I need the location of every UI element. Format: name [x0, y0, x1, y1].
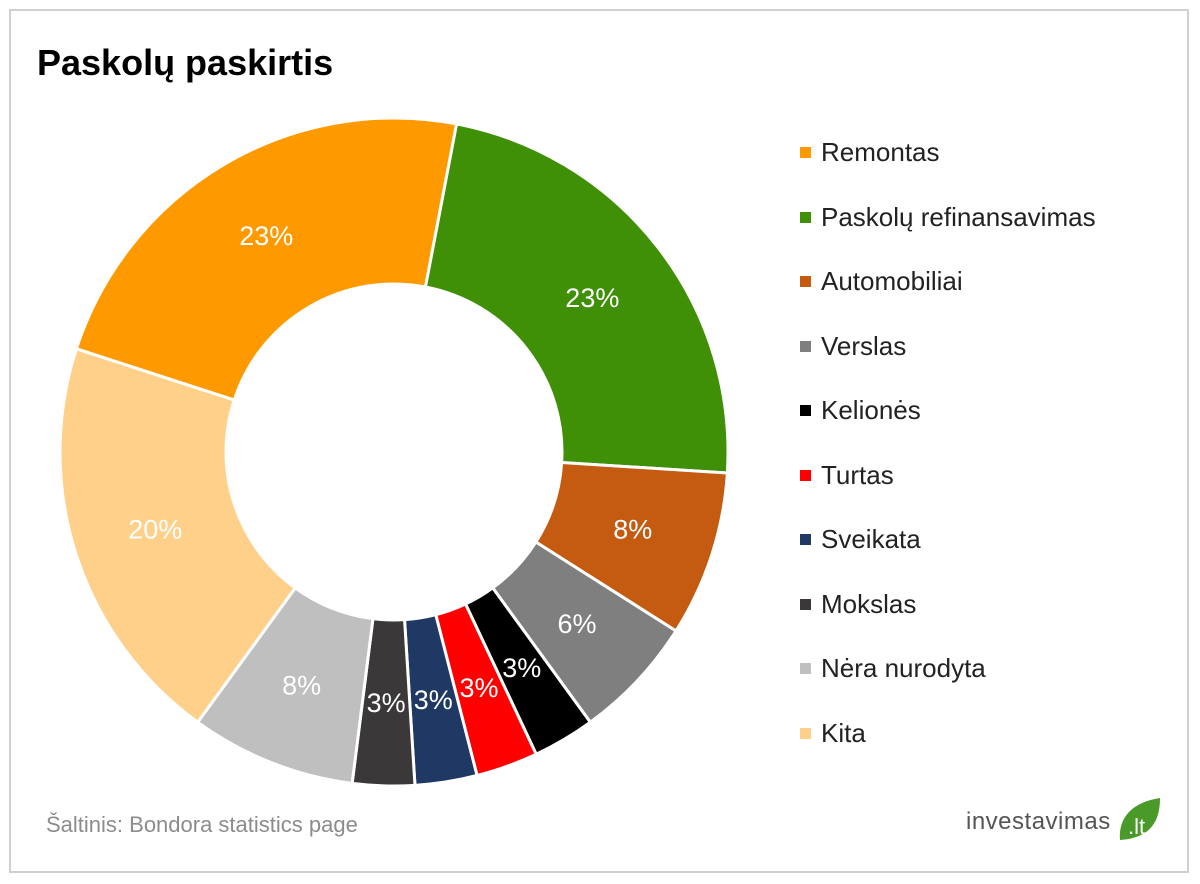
legend-label: Mokslas	[821, 588, 917, 619]
data-label: 20%	[128, 515, 182, 545]
legend-swatch	[800, 405, 811, 416]
slice-remontas	[74, 116, 459, 402]
legend-item: Nėra nurodyta	[800, 650, 1096, 715]
data-label: 3%	[460, 673, 499, 703]
leaf-icon: .lt	[1119, 798, 1160, 840]
legend-swatch	[800, 147, 811, 158]
legend-swatch	[800, 276, 811, 287]
legend-label: Kita	[821, 717, 866, 748]
legend-label: Nėra nurodyta	[821, 653, 986, 683]
source-note: Šaltinis: Bondora statistics page	[46, 812, 358, 837]
legend-item: Paskolų refinansavimas	[800, 199, 1096, 264]
data-label: 23%	[239, 221, 293, 251]
chart-title: Paskolų paskirtis	[37, 42, 334, 83]
legend-label: Verslas	[821, 330, 907, 361]
legend: Remontas Paskolų refinansavimas Automobili…	[800, 134, 1096, 779]
data-label: 3%	[502, 653, 541, 683]
legend-swatch	[800, 598, 811, 610]
legend-label: Remontas	[821, 137, 940, 167]
data-label: 3%	[367, 688, 406, 718]
legend-item: Mokslas	[800, 586, 1096, 651]
legend-item: Automobiliai	[800, 263, 1096, 328]
slice-kita	[58, 346, 298, 725]
slice-paskolų-refinansavimas	[423, 122, 730, 475]
legend-item: Remontas	[800, 134, 1096, 199]
data-label: 3%	[414, 685, 453, 715]
legend-item: Kita	[800, 715, 1096, 780]
logo-text: investavimas	[966, 808, 1111, 835]
legend-item: Kelionės	[800, 392, 1096, 457]
legend-swatch	[800, 534, 811, 545]
legend-label: Automobiliai	[821, 266, 963, 296]
data-label: 6%	[557, 609, 596, 639]
legend-label: Turtas	[821, 459, 894, 490]
legend-swatch	[800, 211, 811, 223]
data-label: 8%	[613, 515, 652, 545]
legend-item: Sveikata	[800, 521, 1096, 586]
legend-swatch	[800, 469, 811, 481]
legend-swatch	[800, 727, 811, 739]
logo-tld: .lt	[1128, 814, 1145, 839]
legend-swatch	[800, 663, 811, 674]
legend-label: Sveikata	[821, 524, 921, 554]
legend-swatch	[800, 340, 811, 352]
chart-frame	[9, 9, 1189, 873]
legend-item: Verslas	[800, 328, 1096, 393]
data-label: 23%	[565, 283, 619, 313]
legend-label: Kelionės	[821, 395, 921, 425]
legend-item: Turtas	[800, 457, 1096, 522]
legend-label: Paskolų refinansavimas	[821, 201, 1096, 232]
data-label: 8%	[282, 670, 321, 700]
